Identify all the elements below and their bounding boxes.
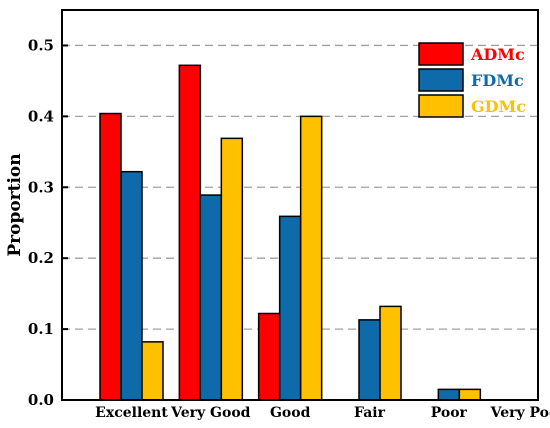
y-tick-label: 0.2 [28,249,54,267]
bar-fdmc-fair [358,319,381,401]
legend-swatch-fdmc [418,68,464,92]
y-tick-label: 0.5 [28,36,54,54]
bar-gdmc-poor [458,388,482,401]
legend-label-fdmc: FDMc [471,71,524,90]
bar-admc-very-good [178,64,202,401]
y-tick-label: 0.0 [28,391,54,409]
bar-fdmc-very-good [199,194,223,401]
legend-swatch-gdmc [418,94,464,118]
y-axis-title: Proportion [5,153,25,256]
legend-label-gdmc: GDMc [471,97,526,116]
bar-admc-good [257,312,281,401]
bar-fdmc-poor [437,388,461,401]
legend-label-admc: ADMc [470,45,525,64]
x-category-label: Excellent [95,405,168,421]
x-category-label: Very Good [170,405,251,421]
y-tick-label: 0.4 [28,107,54,125]
bar-gdmc-good [299,115,323,401]
y-tick-label: 0.3 [28,178,54,196]
bar-gdmc-fair [379,305,402,401]
y-axis-ticks: 0.0 0.1 0.2 0.3 0.4 0.5 [28,36,68,409]
legend: ADMc FDMc GDMc [418,42,526,118]
x-category-label: Very Poor [490,405,550,421]
legend-swatch-admc [418,42,464,66]
bar-admc-excellent [99,112,122,401]
bar-gdmc-very-good [220,137,244,401]
bar-gdmc-excellent [141,341,164,401]
x-category-label: Poor [431,405,468,421]
bar-fdmc-good [278,215,302,401]
bar-fdmc-excellent [120,170,143,401]
plot-frame [61,9,539,401]
y-tick-label: 0.1 [28,320,54,338]
x-category-label: Good [270,405,311,421]
x-category-label: Fair [354,405,386,421]
